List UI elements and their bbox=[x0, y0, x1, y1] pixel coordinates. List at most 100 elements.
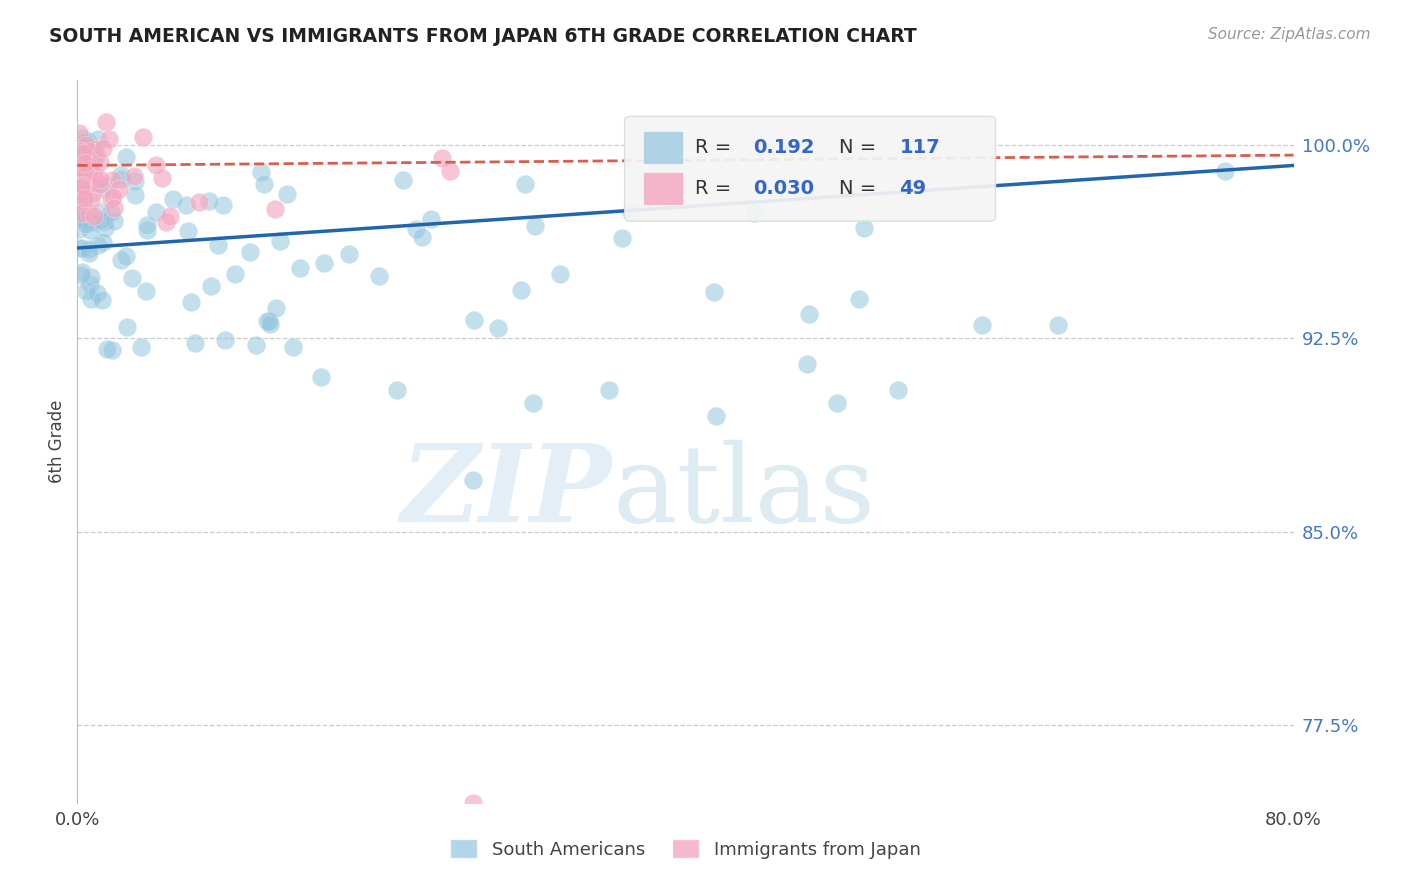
Point bbox=[67, 221, 90, 235]
Point bbox=[69, 211, 91, 226]
Point bbox=[620, 205, 643, 219]
Point bbox=[439, 163, 461, 178]
Point bbox=[70, 206, 93, 220]
Point bbox=[253, 177, 276, 191]
Point bbox=[79, 176, 101, 190]
Text: R =: R = bbox=[695, 138, 738, 157]
Legend: South Americans, Immigrants from Japan: South Americans, Immigrants from Japan bbox=[443, 832, 928, 866]
Point bbox=[67, 185, 90, 199]
Point bbox=[73, 191, 96, 205]
Point bbox=[79, 205, 101, 219]
Point bbox=[90, 205, 112, 219]
Point bbox=[84, 142, 107, 156]
Point bbox=[77, 158, 100, 172]
Point bbox=[91, 235, 114, 249]
Point bbox=[80, 215, 103, 229]
Text: Source: ZipAtlas.com: Source: ZipAtlas.com bbox=[1208, 27, 1371, 42]
Point bbox=[86, 238, 108, 252]
Point bbox=[510, 283, 533, 297]
Point bbox=[89, 172, 111, 186]
Point bbox=[82, 144, 104, 158]
Point bbox=[290, 261, 312, 276]
Point bbox=[83, 169, 105, 183]
Point bbox=[283, 340, 305, 354]
Point bbox=[214, 333, 236, 347]
Point bbox=[94, 115, 117, 129]
Text: 0.192: 0.192 bbox=[754, 138, 815, 157]
Point bbox=[264, 202, 287, 217]
Point bbox=[110, 253, 132, 268]
Point bbox=[72, 158, 94, 172]
Point bbox=[312, 255, 335, 269]
Point bbox=[117, 319, 139, 334]
Point bbox=[970, 318, 993, 333]
Point bbox=[742, 206, 765, 220]
Point bbox=[704, 409, 727, 423]
Point bbox=[70, 187, 93, 202]
Point bbox=[391, 172, 413, 186]
Point bbox=[405, 222, 427, 236]
Point bbox=[73, 162, 96, 177]
Point bbox=[101, 173, 124, 187]
Point bbox=[419, 211, 441, 226]
FancyBboxPatch shape bbox=[624, 117, 995, 221]
Point bbox=[486, 321, 509, 335]
Point bbox=[72, 146, 94, 161]
Point bbox=[86, 285, 108, 300]
Point bbox=[110, 168, 132, 182]
Point bbox=[91, 182, 114, 196]
Text: 117: 117 bbox=[900, 138, 941, 157]
Point bbox=[524, 219, 547, 233]
Point bbox=[96, 178, 118, 192]
Point bbox=[124, 174, 146, 188]
FancyBboxPatch shape bbox=[643, 172, 683, 205]
Point bbox=[245, 338, 267, 352]
Point bbox=[239, 244, 262, 259]
Point bbox=[75, 145, 97, 160]
Point bbox=[264, 301, 287, 315]
Point bbox=[598, 383, 620, 397]
Point bbox=[82, 186, 104, 200]
Point bbox=[67, 127, 90, 141]
Point bbox=[115, 150, 138, 164]
Point bbox=[367, 269, 389, 284]
Point bbox=[77, 134, 100, 148]
Point bbox=[75, 168, 97, 182]
Point bbox=[180, 295, 202, 310]
Point bbox=[249, 165, 271, 179]
Point bbox=[79, 277, 101, 292]
Point bbox=[89, 155, 111, 169]
Point bbox=[80, 293, 103, 307]
Text: 0.030: 0.030 bbox=[754, 179, 814, 198]
Point bbox=[77, 246, 100, 260]
Text: 49: 49 bbox=[900, 179, 927, 198]
Point bbox=[136, 219, 159, 233]
Point bbox=[67, 241, 90, 255]
Point bbox=[72, 186, 94, 201]
Point bbox=[70, 180, 93, 194]
Point bbox=[69, 144, 91, 158]
Point bbox=[461, 473, 484, 487]
Point bbox=[177, 224, 200, 238]
Point bbox=[83, 152, 105, 166]
Point bbox=[100, 343, 122, 357]
Point bbox=[76, 154, 98, 169]
Point bbox=[103, 214, 125, 228]
Point bbox=[176, 198, 198, 212]
Point bbox=[70, 241, 93, 255]
Point bbox=[77, 242, 100, 256]
Point bbox=[1213, 163, 1236, 178]
Point bbox=[207, 237, 229, 252]
Text: SOUTH AMERICAN VS IMMIGRANTS FROM JAPAN 6TH GRADE CORRELATION CHART: SOUTH AMERICAN VS IMMIGRANTS FROM JAPAN … bbox=[49, 27, 917, 45]
Point bbox=[87, 132, 110, 146]
Point bbox=[70, 265, 93, 279]
Point bbox=[100, 192, 122, 206]
Point bbox=[385, 383, 408, 397]
Point bbox=[145, 158, 167, 172]
Point bbox=[77, 162, 100, 177]
Point bbox=[463, 313, 485, 327]
Point bbox=[548, 267, 571, 281]
Point bbox=[155, 215, 177, 229]
Point bbox=[108, 181, 131, 195]
Point bbox=[135, 285, 157, 299]
